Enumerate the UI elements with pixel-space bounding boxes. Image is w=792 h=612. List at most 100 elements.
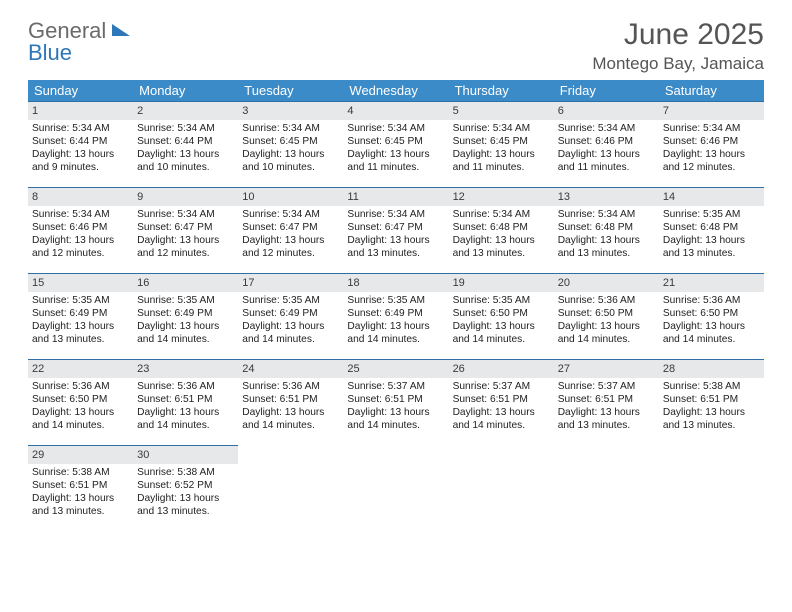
calendar-day-cell: 2Sunrise: 5:34 AMSunset: 6:44 PMDaylight… <box>133 101 238 187</box>
day-number: 1 <box>28 101 133 120</box>
sunset-line: Sunset: 6:46 PM <box>663 135 760 148</box>
daylight-line: Daylight: 13 hours and 12 minutes. <box>242 234 339 260</box>
calendar-day-cell: 27Sunrise: 5:37 AMSunset: 6:51 PMDayligh… <box>554 359 659 445</box>
sunset-line: Sunset: 6:49 PM <box>32 307 129 320</box>
daylight-line: Daylight: 13 hours and 11 minutes. <box>347 148 444 174</box>
sunset-line: Sunset: 6:49 PM <box>242 307 339 320</box>
sunset-line: Sunset: 6:50 PM <box>32 393 129 406</box>
day-number: 6 <box>554 101 659 120</box>
daylight-line: Daylight: 13 hours and 13 minutes. <box>453 234 550 260</box>
sunrise-line: Sunrise: 5:36 AM <box>558 294 655 307</box>
calendar-empty-cell <box>554 445 659 531</box>
weekday-header: Saturday <box>659 80 764 101</box>
day-number: 10 <box>238 187 343 206</box>
day-number: 26 <box>449 359 554 378</box>
daylight-line: Daylight: 13 hours and 12 minutes. <box>32 234 129 260</box>
sunset-line: Sunset: 6:45 PM <box>347 135 444 148</box>
calendar-day-cell: 12Sunrise: 5:34 AMSunset: 6:48 PMDayligh… <box>449 187 554 273</box>
day-number: 27 <box>554 359 659 378</box>
day-number: 22 <box>28 359 133 378</box>
sunset-line: Sunset: 6:51 PM <box>242 393 339 406</box>
calendar-empty-cell <box>238 445 343 531</box>
day-number: 8 <box>28 187 133 206</box>
sunrise-line: Sunrise: 5:38 AM <box>137 466 234 479</box>
sunrise-line: Sunrise: 5:35 AM <box>137 294 234 307</box>
daylight-line: Daylight: 13 hours and 14 minutes. <box>137 320 234 346</box>
sunset-line: Sunset: 6:44 PM <box>137 135 234 148</box>
calendar-day-cell: 28Sunrise: 5:38 AMSunset: 6:51 PMDayligh… <box>659 359 764 445</box>
calendar-day-cell: 9Sunrise: 5:34 AMSunset: 6:47 PMDaylight… <box>133 187 238 273</box>
sunrise-line: Sunrise: 5:34 AM <box>242 208 339 221</box>
sunset-line: Sunset: 6:46 PM <box>32 221 129 234</box>
sunset-line: Sunset: 6:51 PM <box>663 393 760 406</box>
daylight-line: Daylight: 13 hours and 13 minutes. <box>347 234 444 260</box>
sunset-line: Sunset: 6:48 PM <box>558 221 655 234</box>
calendar-table: Sunday Monday Tuesday Wednesday Thursday… <box>28 80 764 531</box>
daylight-line: Daylight: 13 hours and 13 minutes. <box>32 320 129 346</box>
sunset-line: Sunset: 6:50 PM <box>558 307 655 320</box>
day-number: 20 <box>554 273 659 292</box>
sunset-line: Sunset: 6:51 PM <box>137 393 234 406</box>
header: General Blue June 2025 Montego Bay, Jama… <box>28 18 764 74</box>
calendar-day-cell: 17Sunrise: 5:35 AMSunset: 6:49 PMDayligh… <box>238 273 343 359</box>
daylight-line: Daylight: 13 hours and 14 minutes. <box>453 320 550 346</box>
sunset-line: Sunset: 6:50 PM <box>663 307 760 320</box>
daylight-line: Daylight: 13 hours and 14 minutes. <box>663 320 760 346</box>
day-number: 14 <box>659 187 764 206</box>
calendar-day-cell: 29Sunrise: 5:38 AMSunset: 6:51 PMDayligh… <box>28 445 133 531</box>
sunrise-line: Sunrise: 5:34 AM <box>347 208 444 221</box>
sunset-line: Sunset: 6:47 PM <box>137 221 234 234</box>
calendar-day-cell: 18Sunrise: 5:35 AMSunset: 6:49 PMDayligh… <box>343 273 448 359</box>
sunset-line: Sunset: 6:49 PM <box>137 307 234 320</box>
sunrise-line: Sunrise: 5:37 AM <box>347 380 444 393</box>
weekday-header: Thursday <box>449 80 554 101</box>
sunrise-line: Sunrise: 5:36 AM <box>663 294 760 307</box>
sunset-line: Sunset: 6:51 PM <box>453 393 550 406</box>
page: General Blue June 2025 Montego Bay, Jama… <box>0 0 792 531</box>
sunrise-line: Sunrise: 5:35 AM <box>663 208 760 221</box>
day-number: 12 <box>449 187 554 206</box>
calendar-day-cell: 14Sunrise: 5:35 AMSunset: 6:48 PMDayligh… <box>659 187 764 273</box>
daylight-line: Daylight: 13 hours and 14 minutes. <box>242 320 339 346</box>
calendar-day-cell: 11Sunrise: 5:34 AMSunset: 6:47 PMDayligh… <box>343 187 448 273</box>
day-number: 30 <box>133 445 238 464</box>
daylight-line: Daylight: 13 hours and 13 minutes. <box>558 234 655 260</box>
calendar-day-cell: 10Sunrise: 5:34 AMSunset: 6:47 PMDayligh… <box>238 187 343 273</box>
weekday-header-row: Sunday Monday Tuesday Wednesday Thursday… <box>28 80 764 101</box>
sunset-line: Sunset: 6:49 PM <box>347 307 444 320</box>
calendar-week-row: 29Sunrise: 5:38 AMSunset: 6:51 PMDayligh… <box>28 445 764 531</box>
sunrise-line: Sunrise: 5:34 AM <box>453 208 550 221</box>
weekday-header: Wednesday <box>343 80 448 101</box>
daylight-line: Daylight: 13 hours and 11 minutes. <box>558 148 655 174</box>
sunrise-line: Sunrise: 5:34 AM <box>32 122 129 135</box>
sunset-line: Sunset: 6:52 PM <box>137 479 234 492</box>
day-number: 24 <box>238 359 343 378</box>
daylight-line: Daylight: 13 hours and 14 minutes. <box>137 406 234 432</box>
sunrise-line: Sunrise: 5:36 AM <box>137 380 234 393</box>
calendar-day-cell: 19Sunrise: 5:35 AMSunset: 6:50 PMDayligh… <box>449 273 554 359</box>
daylight-line: Daylight: 13 hours and 14 minutes. <box>558 320 655 346</box>
sunrise-line: Sunrise: 5:34 AM <box>137 208 234 221</box>
daylight-line: Daylight: 13 hours and 13 minutes. <box>137 492 234 518</box>
daylight-line: Daylight: 13 hours and 14 minutes. <box>32 406 129 432</box>
sunrise-line: Sunrise: 5:35 AM <box>347 294 444 307</box>
calendar-day-cell: 4Sunrise: 5:34 AMSunset: 6:45 PMDaylight… <box>343 101 448 187</box>
calendar-week-row: 1 Sunrise: 5:34 AM Sunset: 6:44 PM Daylight… <box>28 101 764 187</box>
daylight-line: Daylight: 13 hours and 14 minutes. <box>242 406 339 432</box>
sail-icon <box>112 24 130 36</box>
sunrise-line: Sunrise: 5:34 AM <box>558 208 655 221</box>
sunrise-line: Sunrise: 5:34 AM <box>347 122 444 135</box>
daylight-line: Daylight: 13 hours and 12 minutes. <box>663 148 760 174</box>
daylight-line: Daylight: 13 hours and 13 minutes. <box>32 492 129 518</box>
calendar-week-row: 22Sunrise: 5:36 AMSunset: 6:50 PMDayligh… <box>28 359 764 445</box>
title-block: June 2025 Montego Bay, Jamaica <box>592 18 764 74</box>
calendar-day-cell: 7Sunrise: 5:34 AMSunset: 6:46 PMDaylight… <box>659 101 764 187</box>
calendar-day-cell: 20 Sunrise: 5:36 AMSunset: 6:50 PMDayligh… <box>554 273 659 359</box>
day-number: 23 <box>133 359 238 378</box>
sunrise-line: Sunrise: 5:38 AM <box>663 380 760 393</box>
sunrise-line: Sunrise: 5:37 AM <box>558 380 655 393</box>
sunset-line: Sunset: 6:46 PM <box>558 135 655 148</box>
location: Montego Bay, Jamaica <box>592 54 764 74</box>
daylight-line: Daylight: 13 hours and 13 minutes. <box>558 406 655 432</box>
day-number: 5 <box>449 101 554 120</box>
